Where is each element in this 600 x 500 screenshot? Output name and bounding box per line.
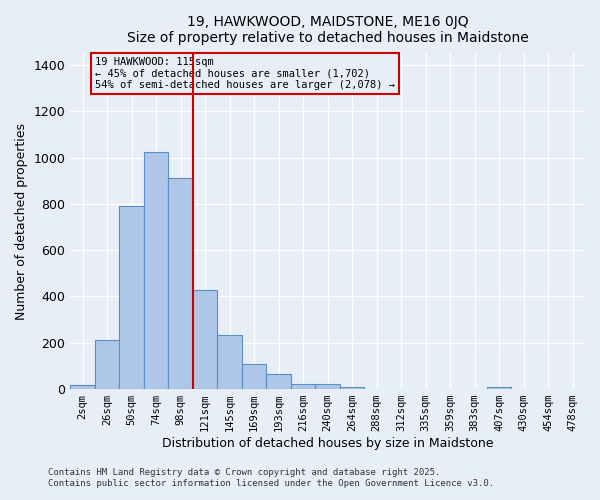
Bar <box>95 340 119 389</box>
X-axis label: Distribution of detached houses by size in Maidstone: Distribution of detached houses by size … <box>162 437 493 450</box>
Text: Contains HM Land Registry data © Crown copyright and database right 2025.
Contai: Contains HM Land Registry data © Crown c… <box>48 468 494 487</box>
Y-axis label: Number of detached properties: Number of detached properties <box>15 122 28 320</box>
Bar <box>119 206 144 389</box>
Bar <box>70 385 95 389</box>
Bar <box>340 387 364 389</box>
Bar <box>266 374 291 389</box>
Title: 19, HAWKWOOD, MAIDSTONE, ME16 0JQ
Size of property relative to detached houses i: 19, HAWKWOOD, MAIDSTONE, ME16 0JQ Size o… <box>127 15 529 45</box>
Bar <box>217 334 242 389</box>
Bar <box>316 384 340 389</box>
Bar <box>242 364 266 389</box>
Bar <box>193 290 217 389</box>
Bar <box>144 152 169 389</box>
Bar <box>169 178 193 389</box>
Text: 19 HAWKWOOD: 115sqm
← 45% of detached houses are smaller (1,702)
54% of semi-det: 19 HAWKWOOD: 115sqm ← 45% of detached ho… <box>95 57 395 90</box>
Bar <box>291 384 316 389</box>
Bar <box>487 387 511 389</box>
